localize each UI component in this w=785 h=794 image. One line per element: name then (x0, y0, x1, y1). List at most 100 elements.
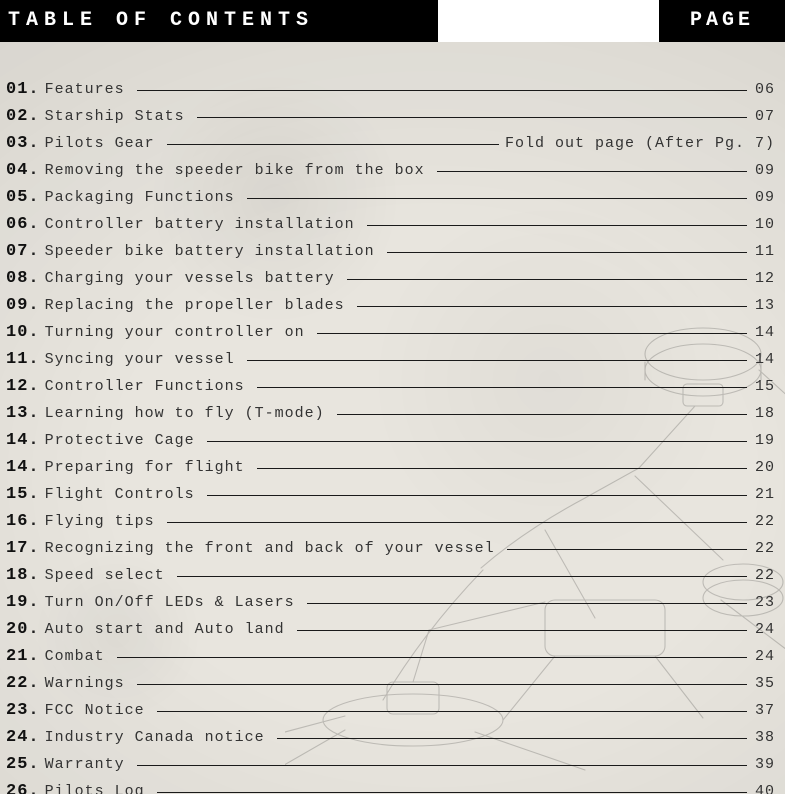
toc-row: 01.Features06 (6, 76, 775, 103)
header-page-label: PAGE (690, 9, 754, 32)
toc-row: 22.Warnings35 (6, 670, 775, 697)
toc-title: Controller battery installation (45, 211, 355, 238)
toc-row: 06. Controller battery installation 10 (6, 211, 775, 238)
toc-title: Warranty (45, 751, 125, 778)
toc-leader-line (117, 657, 747, 658)
toc-number-dot: . (28, 211, 38, 238)
toc-number-dot: . (28, 400, 38, 427)
toc-leader-line (157, 792, 747, 793)
toc-number: 05 (6, 184, 28, 211)
toc-page: 10 (753, 211, 775, 238)
toc-row: 10.Turning your controller on14 (6, 319, 775, 346)
toc-leader-line (157, 711, 747, 712)
toc-title: Features (45, 76, 125, 103)
toc-number-dot: . (28, 76, 38, 103)
toc-number: 19 (6, 589, 28, 616)
toc-title: Turn On/Off LEDs & Lasers (45, 589, 295, 616)
toc-leader-line (247, 360, 747, 361)
toc-number: 26 (6, 778, 28, 794)
toc-title: Industry Canada notice (45, 724, 265, 751)
toc-row: 13.Learning how to fly (T-mode)18 (6, 400, 775, 427)
toc-number-dot: . (28, 562, 38, 589)
toc-leader-line (337, 414, 747, 415)
toc-number: 14 (6, 427, 28, 454)
toc-number-dot: . (28, 616, 38, 643)
toc-number-dot: . (28, 319, 38, 346)
toc-leader-line (387, 252, 747, 253)
toc-row: 19.Turn On/Off LEDs & Lasers23 (6, 589, 775, 616)
toc-page: 19 (753, 427, 775, 454)
toc-leader-line (207, 441, 747, 442)
toc-number-dot: . (28, 292, 38, 319)
toc-page: 11 (753, 238, 775, 265)
toc-title: Syncing your vessel (45, 346, 235, 373)
toc-leader-line (137, 90, 747, 91)
toc-number-dot: . (28, 103, 38, 130)
toc-number: 13 (6, 400, 28, 427)
toc-leader-line (257, 387, 747, 388)
toc-leader-line (297, 630, 747, 631)
toc-title: Packaging Functions (45, 184, 235, 211)
toc-number: 04 (6, 157, 28, 184)
toc-number-dot: . (28, 184, 38, 211)
header-page-bar: PAGE (659, 0, 785, 42)
toc-page: 09 (753, 184, 775, 211)
toc-leader-line (197, 117, 747, 118)
toc-leader-line (137, 765, 747, 766)
toc-title: Starship Stats (45, 103, 185, 130)
toc-number-dot: . (28, 724, 38, 751)
toc-number-dot: . (28, 265, 38, 292)
toc-title: Warnings (45, 670, 125, 697)
toc-number-dot: . (28, 751, 38, 778)
toc-number-dot: . (28, 427, 38, 454)
toc-page: 20 (753, 454, 775, 481)
toc-number: 06 (6, 211, 28, 238)
toc-title: Pilots Log (45, 778, 145, 794)
toc-row: 04.Removing the speeder bike from the bo… (6, 157, 775, 184)
toc-row: 21.Combat24 (6, 643, 775, 670)
toc-number: 08 (6, 265, 28, 292)
toc-page: 40 (753, 778, 775, 794)
toc-leader-line (357, 306, 747, 307)
toc-number: 07 (6, 238, 28, 265)
toc-title: Speeder bike battery installation (45, 238, 375, 265)
toc-row: 12. Controller Functions 15 (6, 373, 775, 400)
toc-page: 13 (753, 292, 775, 319)
toc-page: 12 (753, 265, 775, 292)
toc-number: 02 (6, 103, 28, 130)
toc-number: 03 (6, 130, 28, 157)
toc-leader-line (367, 225, 747, 226)
toc-page: 15 (753, 373, 775, 400)
toc-number-dot: . (28, 589, 38, 616)
toc-number-dot: . (28, 454, 38, 481)
toc-leader-line (347, 279, 747, 280)
toc-row: 23.FCC Notice37 (6, 697, 775, 724)
header-title: TABLE OF CONTENTS (8, 9, 314, 32)
toc-number-dot: . (28, 697, 38, 724)
toc-number: 22 (6, 670, 28, 697)
toc-number-dot: . (28, 238, 38, 265)
toc-number-dot: . (28, 373, 38, 400)
toc-leader-line (307, 603, 747, 604)
toc-number: 15 (6, 481, 28, 508)
toc-row: 24.Industry Canada notice38 (6, 724, 775, 751)
toc-number-dot: . (28, 670, 38, 697)
toc-title: Charging your vessels battery (45, 265, 335, 292)
toc-title: Protective Cage (45, 427, 195, 454)
toc-row: 05. Packaging Functions 09 (6, 184, 775, 211)
toc-number: 21 (6, 643, 28, 670)
toc-number: 12 (6, 373, 28, 400)
toc-title: Flying tips (45, 508, 155, 535)
toc-number-dot: . (28, 508, 38, 535)
toc-leader-line (167, 144, 499, 145)
toc-number-dot: . (28, 778, 38, 794)
toc-page: 22 (753, 508, 775, 535)
toc-page: 06 (753, 76, 775, 103)
toc-number: 17 (6, 535, 28, 562)
toc-leader-line (277, 738, 747, 739)
toc-page: 18 (753, 400, 775, 427)
toc-page: Fold out page (After Pg. 7) (505, 130, 775, 157)
table-of-contents: 01.Features0602.Starship Stats0703.Pilot… (0, 76, 785, 794)
toc-page: 14 (753, 319, 775, 346)
toc-title: Controller Functions (45, 373, 245, 400)
